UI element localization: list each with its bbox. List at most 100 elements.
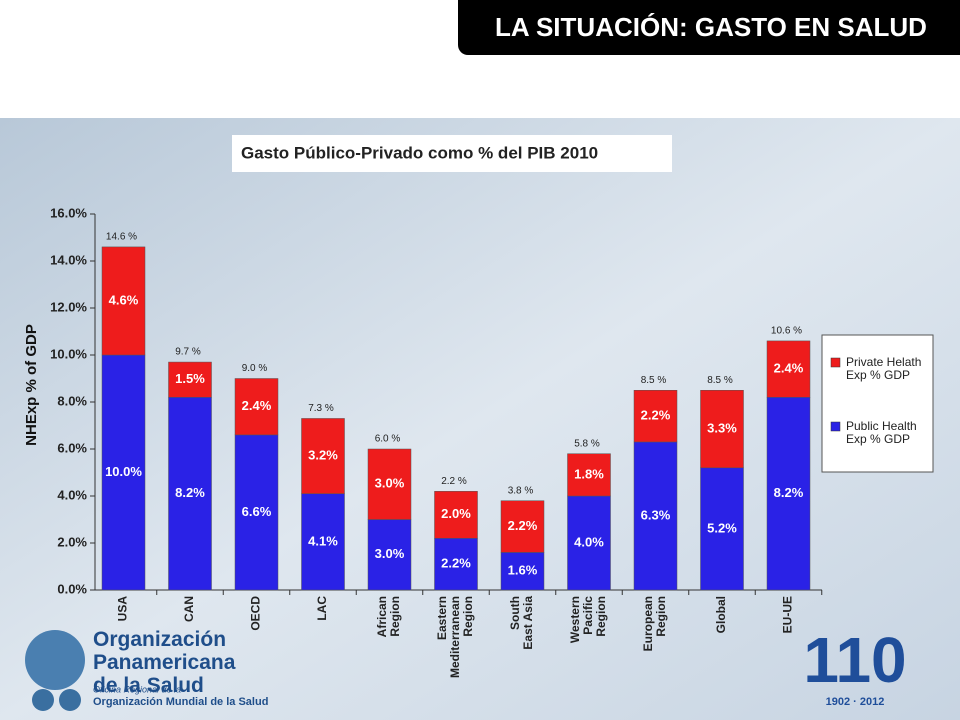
bar-segment (301, 418, 345, 494)
chart-title: Gasto Público-Privado como % del PIB 201… (241, 143, 598, 162)
bar-segment (500, 552, 545, 591)
value-label: 4.6% (109, 292, 139, 307)
bar-segment (101, 246, 146, 356)
total-label: 9.0 % (242, 363, 268, 374)
total-label: 14.6 % (106, 232, 137, 243)
y-tick-label: 6.0% (57, 440, 87, 455)
x-tick-label: EuropeanRegion (641, 596, 668, 651)
x-tick-group: USA (116, 596, 130, 622)
y-tick-label: 8.0% (57, 393, 87, 408)
x-tick-label: Global (714, 596, 728, 633)
total-label: 7.3 % (308, 403, 334, 414)
bar-segment (101, 354, 146, 591)
x-tick-label: EU-UE (781, 596, 795, 633)
ops-sub: Organización Mundial de la Salud (93, 696, 268, 708)
x-tick-group: EuropeanRegion (641, 596, 668, 651)
bar-segment (367, 519, 412, 591)
total-label: 3.8 % (508, 485, 534, 496)
legend-swatch (830, 357, 841, 368)
x-tick-label: CAN (182, 596, 196, 622)
value-label: 3.3% (707, 420, 737, 435)
legend-swatch (830, 421, 841, 432)
value-label: 5.2% (707, 520, 737, 535)
y-tick-label: 12.0% (50, 299, 87, 314)
x-tick-group: LAC (315, 596, 329, 621)
total-label: 8.5 % (641, 375, 667, 386)
bar-segment (168, 361, 212, 398)
bar-segment (234, 378, 279, 436)
anniversary-years: 1902 · 2012 (826, 696, 885, 708)
total-label: 9.7 % (175, 347, 201, 358)
legend-label: Public Health Exp % GDP (846, 419, 917, 446)
bar-segment (567, 495, 611, 591)
total-label: 8.5 % (707, 375, 733, 386)
bar-segment (434, 538, 478, 591)
x-tick-label: SouthEast Asia (508, 596, 535, 650)
x-tick-label: USA (116, 596, 130, 622)
emblem-icon (32, 689, 54, 711)
x-tick-group: WesternPacificRegion (568, 596, 608, 643)
y-tick-label: 16.0% (50, 205, 87, 220)
value-label: 3.2% (308, 447, 338, 462)
y-tick-label: 0.0% (57, 581, 87, 596)
x-tick-label: OECD (249, 596, 263, 631)
title-box (458, 0, 960, 55)
y-axis-label: NHExp % of GDP (23, 324, 40, 446)
value-label: 3.0% (375, 546, 405, 561)
total-label: 10.6 % (771, 326, 802, 337)
value-label: 3.0% (375, 476, 405, 491)
bar-segment (567, 453, 611, 497)
value-label: 6.3% (641, 507, 671, 522)
bar-segment (234, 434, 279, 591)
x-tick-label: AfricanRegion (375, 596, 402, 637)
value-label: 2.2% (641, 408, 671, 423)
value-label: 2.2% (441, 556, 471, 571)
bar-segment (500, 500, 545, 553)
x-tick-label: EasternMediterraneanRegion (435, 596, 475, 678)
value-label: 1.5% (175, 371, 205, 386)
bar-segment (700, 467, 744, 591)
bar-segment (168, 397, 212, 591)
globe-icon (25, 630, 85, 690)
legend-label: Private Helath Exp % GDP (846, 355, 921, 382)
bar-segment (367, 448, 412, 520)
value-label: 8.2% (175, 485, 205, 500)
value-label: 2.0% (441, 506, 471, 521)
x-tick-label: LAC (315, 596, 329, 621)
bar-segment (434, 491, 478, 539)
ops-logo: Organización Panamericana de la Salud Ofic… (25, 628, 268, 711)
x-tick-group: CAN (182, 596, 196, 622)
x-tick-group: AfricanRegion (375, 596, 402, 637)
value-label: 4.0% (574, 534, 604, 549)
bar-segment (633, 390, 678, 443)
x-tick-group: EasternMediterraneanRegion (435, 596, 475, 678)
subtitle-box (232, 135, 672, 172)
x-tick-group: SouthEast Asia (508, 596, 535, 650)
value-label: 1.6% (508, 563, 538, 578)
y-tick-label: 10.0% (50, 346, 87, 361)
x-tick-group: OECD (249, 596, 263, 631)
value-label: 8.2% (774, 485, 804, 500)
ops-name: Organización Panamericana de la Salud (93, 628, 236, 697)
slide-title: LA SITUACIÓN: GASTO EN SALUD (495, 12, 927, 42)
emblem-icon (59, 689, 81, 711)
x-tick-group: EU-UE (781, 596, 795, 633)
total-label: 5.8 % (574, 438, 600, 449)
bar-segment (301, 493, 345, 591)
x-tick-label: WesternPacificRegion (568, 596, 608, 643)
total-label: 6.0 % (375, 434, 401, 445)
value-label: 6.6% (242, 504, 272, 519)
value-label: 4.1% (308, 533, 338, 548)
value-label: 2.2% (508, 518, 538, 533)
bar-segment (700, 390, 744, 469)
value-label: 10.0% (105, 464, 142, 479)
value-label: 2.4% (242, 398, 272, 413)
legend-box (821, 334, 934, 473)
total-label: 2.2 % (441, 476, 467, 487)
y-tick-label: 14.0% (50, 252, 87, 267)
y-tick-label: 2.0% (57, 534, 87, 549)
bar-segment (766, 397, 811, 591)
x-tick-group: Global (714, 596, 728, 633)
value-label: 2.4% (774, 361, 804, 376)
